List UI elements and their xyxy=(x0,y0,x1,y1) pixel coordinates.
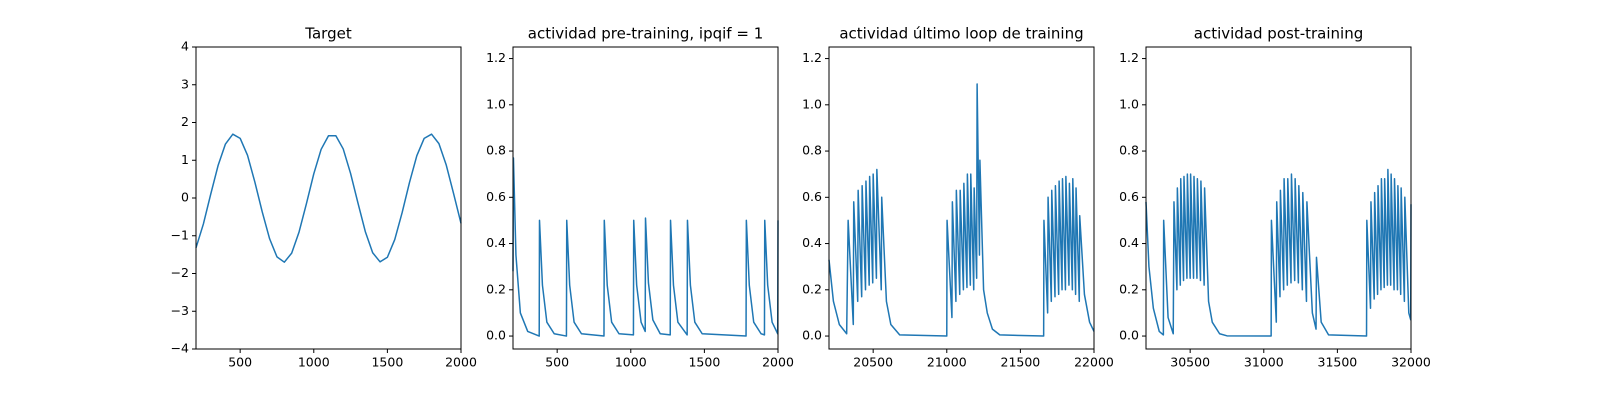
x-tick-label: 1000 xyxy=(298,355,330,370)
x-tick-label: 2000 xyxy=(762,355,794,370)
y-tick-label: 0.0 xyxy=(1119,328,1139,343)
y-tick-label: 0.0 xyxy=(802,328,822,343)
y-tick-label: 0.2 xyxy=(486,281,506,296)
plot-frame xyxy=(195,46,462,350)
y-tick-label: 1.2 xyxy=(486,50,506,65)
y-tick-label: −1 xyxy=(171,227,189,242)
y-tick-label: −2 xyxy=(171,265,189,280)
y-tick-label: −3 xyxy=(171,303,189,318)
data-line xyxy=(1145,168,1412,337)
x-tick-label: 22000 xyxy=(1074,355,1114,370)
x-tick-label: 21500 xyxy=(1001,355,1041,370)
y-tick-label: 1.2 xyxy=(1119,50,1139,65)
y-tick-label: 0.8 xyxy=(802,143,822,158)
x-tick-label: 21000 xyxy=(927,355,967,370)
x-tick-label: 20500 xyxy=(853,355,893,370)
subplot-title: actividad post-training xyxy=(1194,25,1363,43)
y-tick-label: 1.2 xyxy=(802,50,822,65)
data-line xyxy=(512,157,779,337)
y-tick-label: 0.6 xyxy=(802,189,822,204)
x-tick-label: 32000 xyxy=(1391,355,1431,370)
x-tick-label: 30500 xyxy=(1170,355,1210,370)
y-tick-label: 1.0 xyxy=(802,96,822,111)
x-tick-label: 500 xyxy=(545,355,569,370)
x-tick-label: 2000 xyxy=(445,355,477,370)
y-tick-label: 0.6 xyxy=(1119,189,1139,204)
y-tick-label: 0.2 xyxy=(802,281,822,296)
y-tick-label: 0.4 xyxy=(1119,235,1139,250)
x-tick-label: 1500 xyxy=(371,355,403,370)
x-tick-label: 1000 xyxy=(615,355,647,370)
y-tick-label: 1.0 xyxy=(1119,96,1139,111)
y-tick-label: 4 xyxy=(181,39,189,54)
y-tick-label: 0.6 xyxy=(486,189,506,204)
y-tick-label: 0.4 xyxy=(486,235,506,250)
plot-frame xyxy=(512,46,779,350)
y-tick-label: 2 xyxy=(181,114,189,129)
data-line xyxy=(195,133,462,263)
y-tick-label: 0 xyxy=(181,190,189,205)
y-tick-label: −4 xyxy=(171,341,189,356)
subplot-title: actividad pre-training, ipqif = 1 xyxy=(528,25,764,43)
y-tick-label: 0.0 xyxy=(486,328,506,343)
data-line xyxy=(828,83,1095,337)
y-tick-label: 0.8 xyxy=(1119,143,1139,158)
y-tick-label: 0.4 xyxy=(802,235,822,250)
y-tick-label: 3 xyxy=(181,76,189,91)
plot-frame xyxy=(828,46,1095,350)
y-tick-label: 1 xyxy=(181,152,189,167)
x-tick-label: 1500 xyxy=(688,355,720,370)
plot-frame xyxy=(1145,46,1412,350)
y-tick-label: 0.2 xyxy=(1119,281,1139,296)
y-tick-label: 0.8 xyxy=(486,143,506,158)
x-tick-label: 31500 xyxy=(1318,355,1358,370)
x-tick-label: 31000 xyxy=(1244,355,1284,370)
x-tick-label: 500 xyxy=(228,355,252,370)
y-tick-label: 1.0 xyxy=(486,96,506,111)
subplot-title: actividad último loop de training xyxy=(839,25,1083,43)
subplot-title: Target xyxy=(304,25,352,43)
